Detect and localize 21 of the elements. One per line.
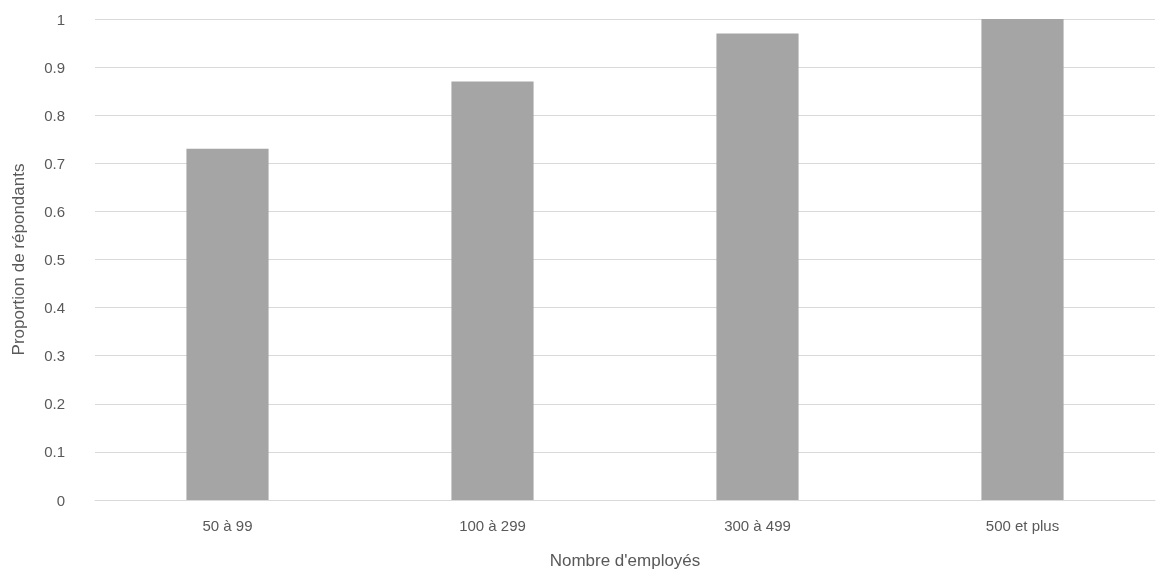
y-axis-title: Proportion de répondants	[9, 163, 28, 356]
x-tick-label: 100 à 299	[459, 517, 526, 534]
y-tick-label: 0.8	[44, 106, 65, 124]
y-tick-label: 0.4	[44, 299, 65, 317]
x-tick-label: 50 à 99	[202, 517, 253, 534]
y-tick-label: 0.3	[44, 347, 65, 365]
bar	[981, 19, 1064, 500]
bar	[451, 81, 534, 500]
y-tick-label: 0.5	[44, 251, 65, 268]
x-axis-title: Nombre d'employés	[549, 551, 701, 570]
y-tick-label: 1	[56, 10, 65, 28]
x-tick-label: 300 à 499	[724, 517, 791, 534]
y-tick-label: 0.6	[44, 202, 65, 220]
bar	[716, 33, 799, 500]
x-tick-label: 500 et plus	[985, 517, 1060, 534]
y-tick-label: 0.9	[44, 58, 65, 76]
y-tick-label: 0.1	[44, 443, 65, 461]
y-tick-label: 0.2	[44, 395, 65, 413]
bar	[186, 148, 269, 500]
y-tick-label: 0.7	[44, 154, 65, 172]
y-tick-label: 0	[56, 491, 65, 509]
